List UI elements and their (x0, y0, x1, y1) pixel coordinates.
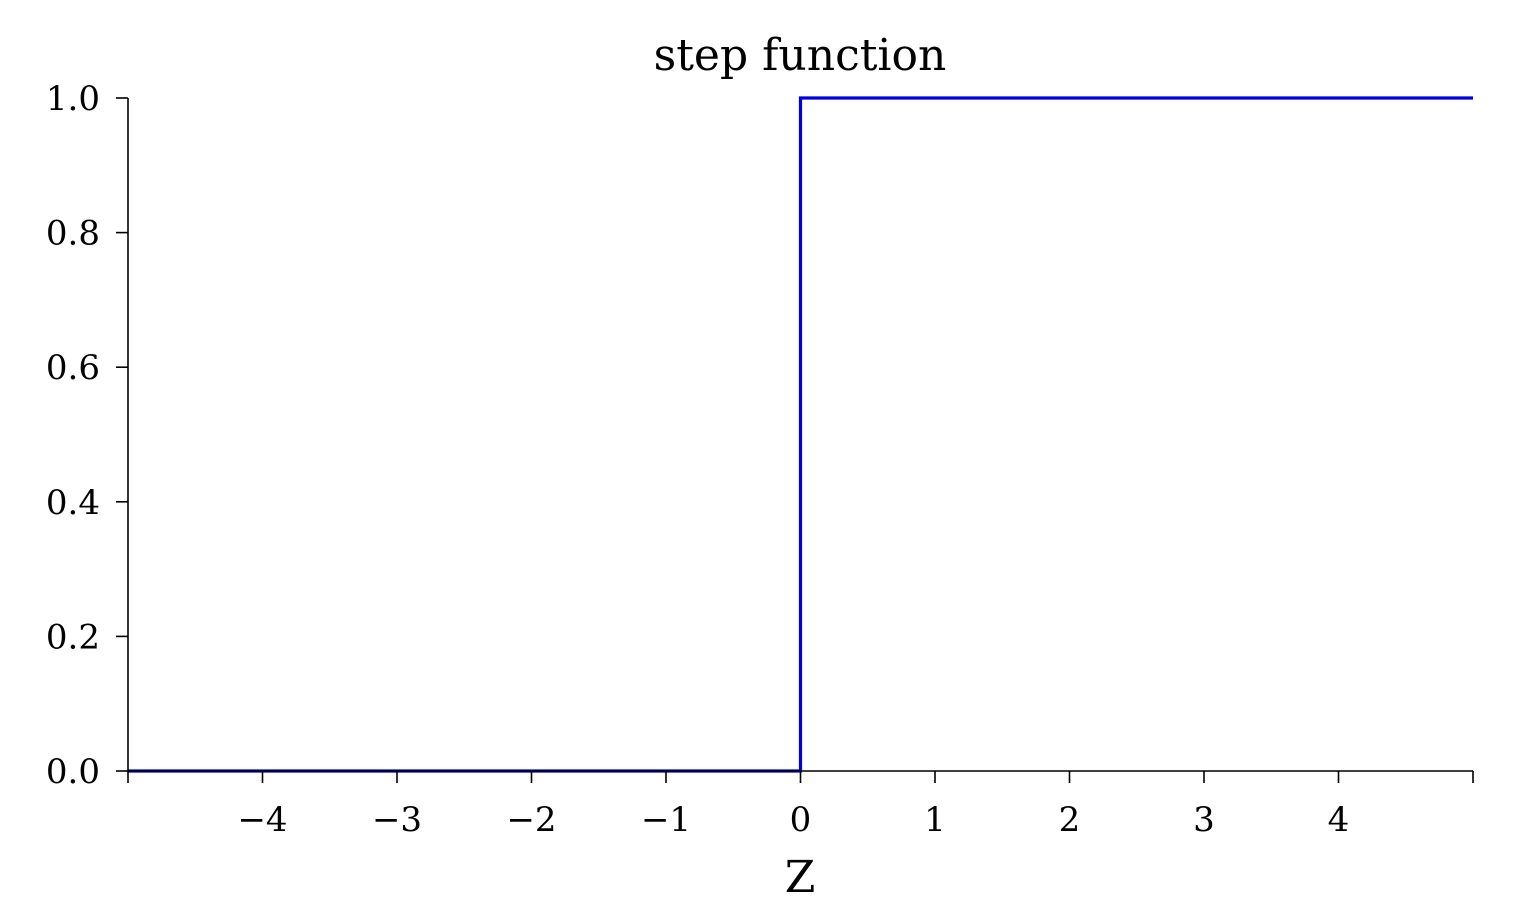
y-tick-label: 1.0 (46, 79, 100, 119)
y-tick-label: 0.8 (46, 214, 100, 254)
x-tick-label: −3 (372, 800, 422, 840)
x-tick-label: −4 (237, 800, 287, 840)
y-tick-label: 0.0 (46, 752, 100, 792)
series-line (128, 96, 1473, 773)
x-tick-label: 4 (1328, 800, 1350, 840)
y-tick-label: 0.2 (46, 617, 100, 657)
x-tick-label: −2 (506, 800, 556, 840)
x-tick-label: −1 (641, 800, 691, 840)
x-tick-label: 0 (790, 800, 812, 840)
x-axis-label: Z (785, 852, 816, 903)
x-tick-label: 2 (1059, 800, 1081, 840)
x-tick-label: 1 (924, 800, 946, 840)
x-tick-label: 3 (1193, 800, 1215, 840)
x-ticks: −4 −3 −2 −1 0 1 2 3 4 (127, 771, 1474, 840)
y-ticks: 0.0 0.2 0.4 0.6 0.8 1.0 (46, 79, 128, 792)
y-tick-label: 0.4 (46, 483, 100, 523)
plot-area (128, 96, 1473, 773)
chart-title: step function (654, 30, 947, 81)
y-tick-label: 0.6 (46, 348, 100, 388)
